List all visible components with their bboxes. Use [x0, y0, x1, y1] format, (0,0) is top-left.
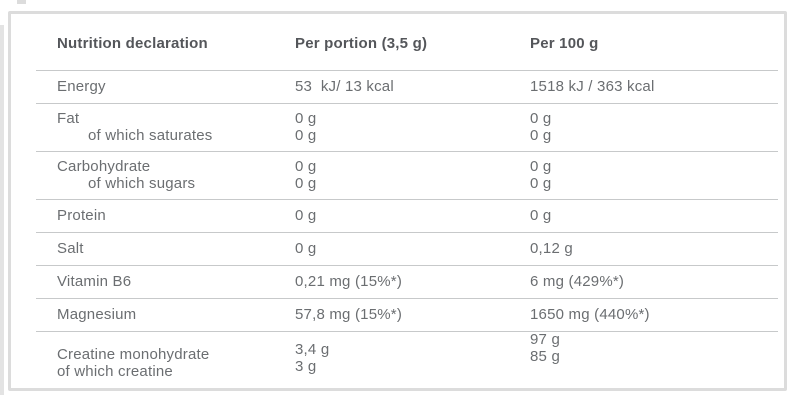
row-label: of which creatine — [57, 363, 173, 380]
row-label: of which sugars — [88, 175, 196, 192]
header-per-portion: Per portion (3,5 g) — [295, 35, 428, 52]
per-100g-cell: 0 g — [530, 207, 778, 224]
per-portion-cell: 0,21 mg (15%*) — [295, 273, 530, 290]
table-row: Salt 0 g 0,12 g — [36, 233, 778, 266]
row-label: Vitamin B6 — [57, 273, 132, 290]
header-per-100g: Per 100 g — [530, 35, 599, 52]
per-portion-value: 53 kJ/ 13 kcal — [295, 78, 394, 95]
per-portion-cell: 0 g — [295, 240, 530, 257]
per-100g-value: 0,12 g — [530, 240, 573, 257]
row-label-cell: Carbohydrate of which sugars — [36, 158, 295, 192]
row-label: of which saturates — [88, 127, 213, 144]
row-label-cell: Fat of which saturates — [36, 110, 295, 144]
row-label: Salt — [57, 240, 84, 257]
nutrition-table: Nutrition declaration Per portion (3,5 g… — [36, 14, 778, 401]
row-label: Protein — [57, 207, 106, 224]
table-header-row: Nutrition declaration Per portion (3,5 g… — [36, 14, 778, 71]
page-edge-strip — [0, 25, 4, 395]
per-portion-value: 0 g — [295, 127, 317, 144]
row-label: Magnesium — [57, 306, 137, 323]
per-100g-value: 0 g — [530, 158, 552, 175]
per-100g-cell: 97 g 85 g — [530, 331, 778, 388]
per-portion-value: 0 g — [295, 175, 317, 192]
per-100g-value: 97 g — [530, 331, 560, 348]
table-row: Protein 0 g 0 g — [36, 200, 778, 233]
per-100g-value: 1518 kJ / 363 kcal — [530, 78, 655, 95]
per-portion-value: 0 g — [295, 158, 317, 175]
header-nutrition-declaration: Nutrition declaration — [57, 35, 208, 52]
row-label-cell: Energy — [36, 78, 295, 95]
per-100g-value: 0 g — [530, 175, 552, 192]
per-100g-value: 6 mg (429%*) — [530, 273, 625, 290]
per-portion-cell: 53 kJ/ 13 kcal — [295, 78, 530, 95]
table-row: Vitamin B6 0,21 mg (15%*) 6 mg (429%*) — [36, 266, 778, 299]
row-label-cell: Vitamin B6 — [36, 273, 295, 290]
table-row: Energy 53 kJ/ 13 kcal 1518 kJ / 363 kcal — [36, 71, 778, 104]
row-label: Creatine monohydrate — [57, 346, 210, 363]
per-portion-cell: 57,8 mg (15%*) — [295, 306, 530, 323]
per-portion-value: 0 g — [295, 240, 317, 257]
per-100g-cell: 1518 kJ / 363 kcal — [530, 78, 778, 95]
per-100g-value: 0 g — [530, 207, 552, 224]
per-portion-value: 3 g — [295, 358, 317, 375]
per-100g-value: 0 g — [530, 127, 552, 144]
per-100g-value: 85 g — [530, 348, 560, 365]
row-label: Carbohydrate — [57, 158, 151, 175]
per-portion-value: 0,21 mg (15%*) — [295, 273, 403, 290]
row-label-cell: Creatine monohydrate of which creatine — [36, 346, 295, 401]
row-label: Fat — [57, 110, 80, 127]
table-row: Creatine monohydrate of which creatine 3,4… — [36, 331, 778, 401]
row-label-cell: Protein — [36, 207, 295, 224]
per-100g-value: 1650 mg (440%*) — [530, 306, 650, 323]
per-portion-value: 0 g — [295, 110, 317, 127]
row-label: Energy — [57, 78, 106, 95]
table-body: Energy 53 kJ/ 13 kcal 1518 kJ / 363 kcal Fa… — [36, 71, 778, 401]
row-label-cell: Salt — [36, 240, 295, 257]
per-portion-value: 57,8 mg (15%*) — [295, 306, 403, 323]
per-portion-value: 0 g — [295, 207, 317, 224]
table-row: Magnesium 57,8 mg (15%*) 1650 mg (440%*) — [36, 299, 778, 332]
row-label-cell: Magnesium — [36, 306, 295, 323]
per-portion-cell: 0 g — [295, 207, 530, 224]
per-100g-cell: 6 mg (429%*) — [530, 273, 778, 290]
nutrition-table-card: Nutrition declaration Per portion (3,5 g… — [8, 11, 787, 391]
per-100g-value: 0 g — [530, 110, 552, 127]
per-100g-cell: 1650 mg (440%*) — [530, 306, 778, 323]
per-100g-cell: 0,12 g — [530, 240, 778, 257]
per-portion-value: 3,4 g — [295, 341, 330, 358]
page-edge-mark — [17, 0, 26, 4]
